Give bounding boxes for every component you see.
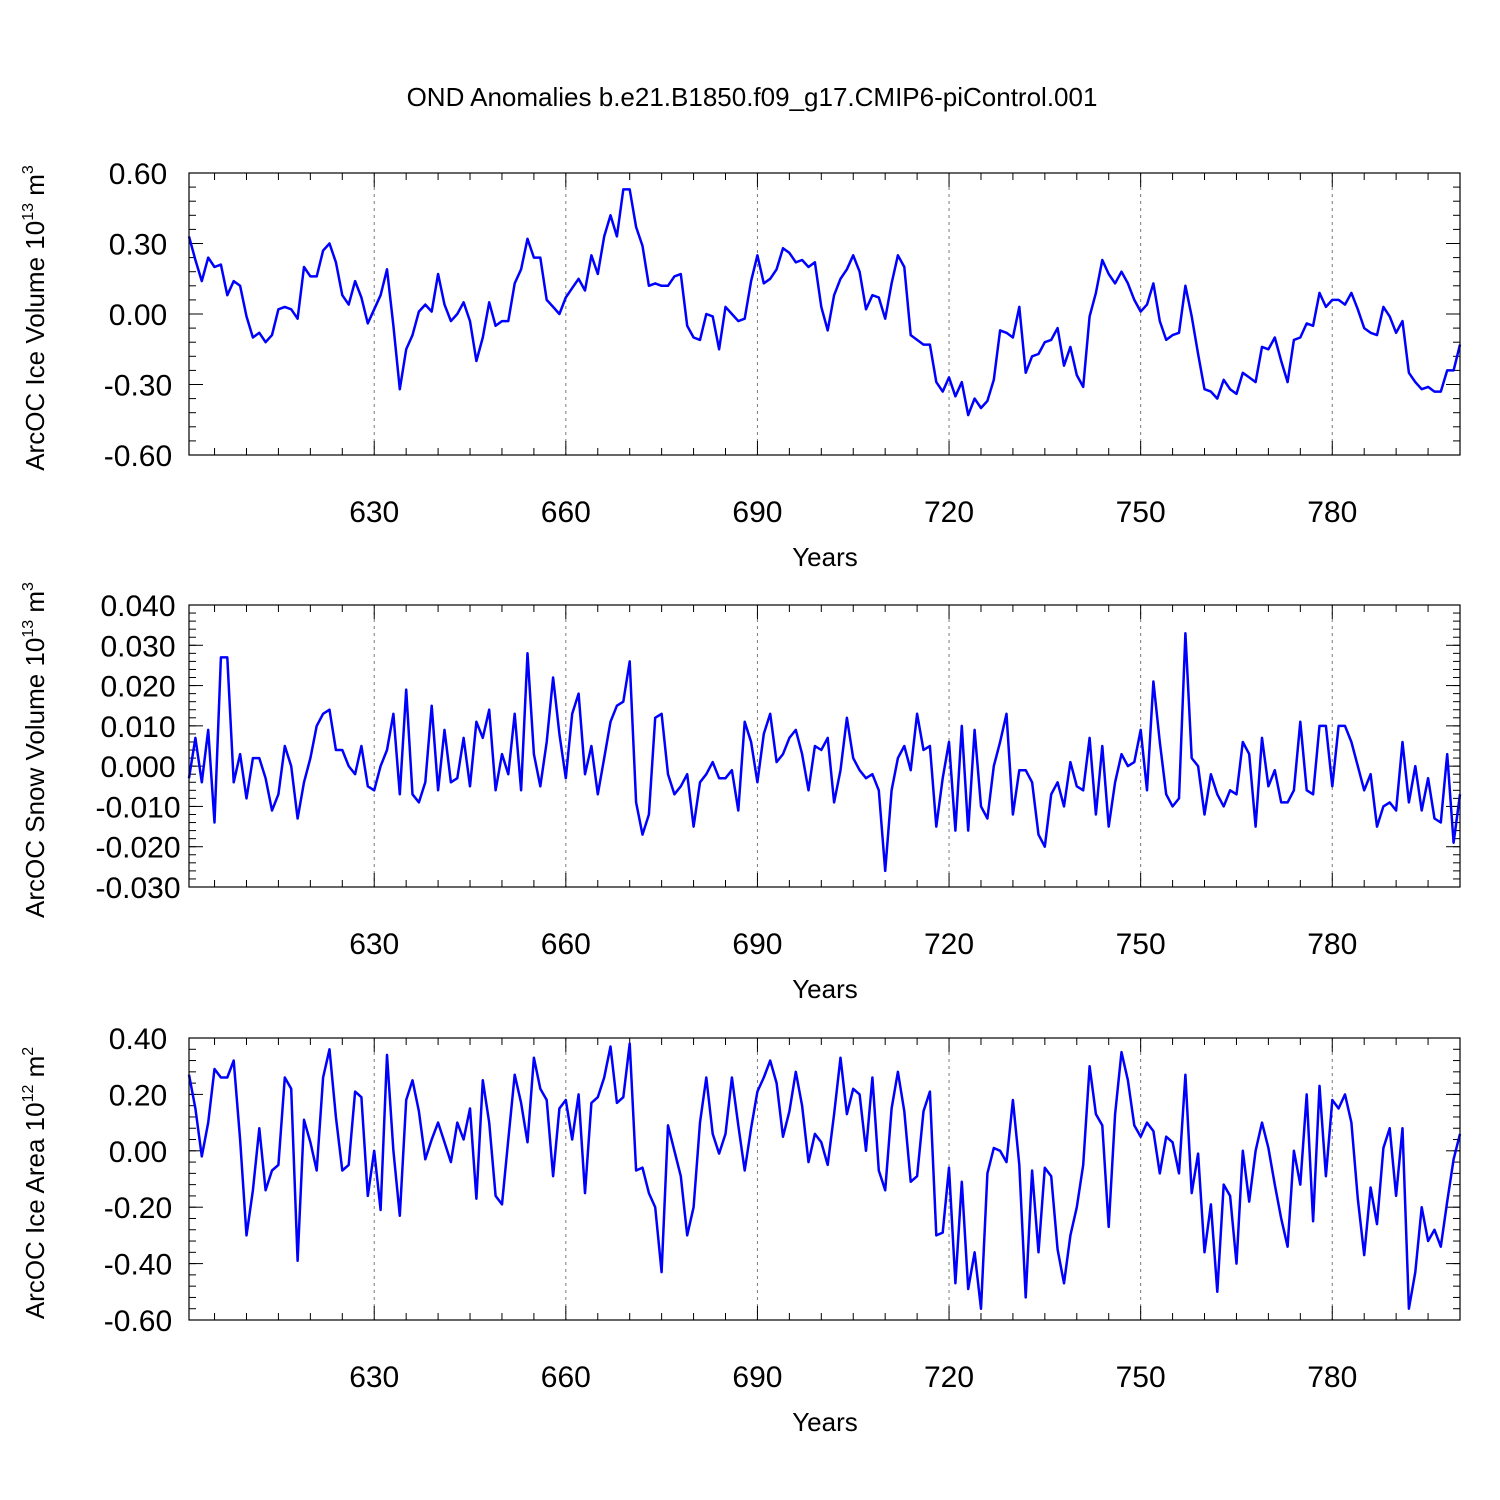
x-axis-label: Years <box>792 542 858 572</box>
y-tick-label: -0.30 <box>104 370 172 403</box>
x-tick-label: 780 <box>1307 928 1357 961</box>
panel-1: -0.60 -0.30 0.00 0.30 0.60 630 660 690 720 750 780… <box>20 158 1462 572</box>
y-tick-label: -0.60 <box>104 1305 172 1338</box>
plot-frame <box>188 604 1461 888</box>
y-tick-label: -0.020 <box>95 832 180 865</box>
y-tick-label: 0.030 <box>100 630 175 663</box>
chart-title: OND Anomalies b.e21.B1850.f09_g17.CMIP6-… <box>407 82 1098 112</box>
y-tick-label: 0.020 <box>100 671 175 704</box>
panel-2: -0.030 -0.020 -0.010 0.000 0.010 0.020 0.030 0.… <box>20 582 1462 1004</box>
plot-frame <box>188 172 1461 456</box>
data-series-line <box>187 631 1462 873</box>
x-tick-label: 780 <box>1307 1361 1357 1394</box>
y-tick-label: 0.60 <box>109 158 167 191</box>
x-tick-label: 750 <box>1116 496 1166 529</box>
x-tick-label: 750 <box>1116 928 1166 961</box>
y-tick-label: 0.00 <box>109 1136 167 1169</box>
panel-3: -0.60 -0.40 -0.20 0.00 0.20 0.40 630 660 690 720 7… <box>20 1023 1462 1437</box>
x-axis-label: Years <box>792 1407 858 1437</box>
data-series-line <box>187 188 1462 417</box>
y-tick-label: 0.000 <box>100 751 175 784</box>
data-series-line <box>187 1042 1462 1310</box>
x-tick-label: 720 <box>924 496 974 529</box>
y-tick-label: -0.010 <box>95 791 180 824</box>
x-tick-label: 660 <box>541 1361 591 1394</box>
y-tick-label: 0.20 <box>109 1079 167 1112</box>
y-tick-label: -0.60 <box>104 440 172 473</box>
plot-frame <box>188 1037 1461 1321</box>
x-axis-label: Years <box>792 974 858 1004</box>
y-axis-label: ArcOC Ice Volume 1013 m3 <box>20 165 50 471</box>
x-tick-label: 690 <box>732 928 782 961</box>
x-tick-label: 660 <box>541 496 591 529</box>
x-tick-label: 720 <box>924 928 974 961</box>
x-tick-label: 720 <box>924 1361 974 1394</box>
y-tick-label: 0.30 <box>109 229 167 262</box>
y-axis-label: ArcOC Ice Area 1012 m2 <box>20 1047 50 1319</box>
y-axis-label: ArcOC Snow Volume 1013 m3 <box>20 582 50 918</box>
x-tick-label: 660 <box>541 928 591 961</box>
x-tick-label: 690 <box>732 496 782 529</box>
y-tick-label: -0.030 <box>95 872 180 905</box>
x-tick-label: 630 <box>349 1361 399 1394</box>
x-tick-label: 690 <box>732 1361 782 1394</box>
y-tick-label: -0.40 <box>104 1249 172 1282</box>
x-tick-label: 750 <box>1116 1361 1166 1394</box>
panels: -0.60 -0.30 0.00 0.30 0.60 630 660 690 720 750 780… <box>20 158 1462 1437</box>
x-tick-label: 630 <box>349 496 399 529</box>
y-tick-label: -0.20 <box>104 1192 172 1225</box>
x-tick-label: 630 <box>349 928 399 961</box>
x-tick-label: 780 <box>1307 496 1357 529</box>
y-tick-label: 0.40 <box>109 1023 167 1056</box>
y-tick-label: 0.040 <box>100 590 175 623</box>
y-tick-label: 0.010 <box>100 711 175 744</box>
y-tick-label: 0.00 <box>109 299 167 332</box>
